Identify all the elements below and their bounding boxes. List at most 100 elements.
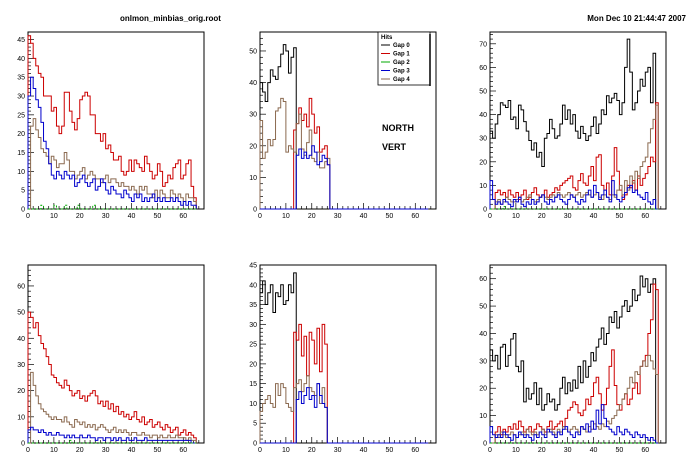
legend-label: Gap 2 — [393, 60, 410, 66]
x-tick-label: 20 — [308, 213, 316, 220]
y-tick-label: 30 — [17, 94, 25, 101]
y-tick-label: 70 — [479, 41, 487, 48]
y-tick-label: 20 — [479, 386, 487, 393]
y-tick-label: 30 — [249, 112, 257, 119]
x-tick-label: 0 — [488, 213, 492, 220]
legend-label: Gap 0 — [393, 43, 410, 49]
y-tick-label: 50 — [249, 48, 257, 55]
y-tick-label: 0 — [483, 207, 487, 214]
y-tick-label: 5 — [21, 188, 25, 195]
series-gap-4 — [490, 354, 659, 444]
series-gap-0 — [489, 275, 659, 444]
x-tick-label: 0 — [258, 447, 262, 454]
x-tick-label: 10 — [512, 447, 520, 454]
series-gap-3 — [27, 76, 197, 209]
histogram-panel-2: 0 10 20 30 40 50 0 10 20 30 40 50 60 — [249, 31, 437, 220]
series-gap-4 — [28, 371, 197, 444]
x-tick-label: 50 — [154, 213, 162, 220]
y-tick-label: 10 — [17, 414, 25, 421]
x-tick-label: 50 — [386, 447, 394, 454]
histogram-panel-5: 0 5 10 15 20 25 30 35 40 45 0 10 20 30 40 50 60 — [249, 263, 437, 454]
x-tick-label: 0 — [26, 447, 30, 454]
y-tick-label: 60 — [479, 276, 487, 283]
series-gap-3 — [489, 404, 659, 444]
x-tick-label: 10 — [282, 447, 290, 454]
y-tick-label: 0 — [21, 207, 25, 214]
x-tick-label: 40 — [128, 447, 136, 454]
y-tick-label: 10 — [17, 169, 25, 176]
y-tick-label: 25 — [17, 112, 25, 119]
y-tick-label: 20 — [479, 159, 487, 166]
series-gap-1 — [490, 102, 659, 210]
y-tick-label: 40 — [17, 336, 25, 343]
series-gap-1 — [490, 283, 659, 444]
x-tick-label: 60 — [411, 213, 419, 220]
annotation-north: NORTH — [382, 123, 414, 133]
annotation-vert: VERT — [382, 142, 407, 152]
x-tick-label: 30 — [334, 213, 342, 220]
x-tick-label: 10 — [512, 213, 520, 220]
y-tick-label: 30 — [249, 322, 257, 329]
x-tick-label: 0 — [488, 447, 492, 454]
y-tick-label: 35 — [17, 75, 25, 82]
series-gap-2 — [490, 206, 659, 210]
y-tick-label: 0 — [483, 441, 487, 448]
x-tick-label: 20 — [538, 213, 546, 220]
y-tick-label: 60 — [17, 283, 25, 290]
y-tick-label: 10 — [479, 413, 487, 420]
y-tick-label: 20 — [249, 143, 257, 150]
x-tick-label: 50 — [386, 213, 394, 220]
y-tick-label: 20 — [17, 131, 25, 138]
y-tick-label: 10 — [249, 401, 257, 408]
series-gap-2 — [28, 439, 197, 444]
legend-box — [377, 31, 431, 86]
y-tick-label: 15 — [17, 150, 25, 157]
y-tick-label: 40 — [249, 80, 257, 87]
y-tick-label: 35 — [249, 302, 257, 309]
x-tick-label: 40 — [590, 447, 598, 454]
x-tick-label: 0 — [26, 213, 30, 220]
x-tick-label: 30 — [102, 447, 110, 454]
series-gap-0 — [489, 38, 659, 210]
histogram-panel-4: 0 10 20 30 40 50 60 0 10 20 30 40 50 60 — [17, 264, 205, 454]
series-gap-1 — [27, 35, 197, 209]
x-tick-label: 0 — [258, 213, 262, 220]
histogram-panel-6: 0 10 20 30 40 50 60 0 10 20 30 40 50 60 — [479, 264, 667, 454]
plot-frame — [489, 264, 667, 444]
x-tick-label: 50 — [616, 213, 624, 220]
y-tick-label: 45 — [249, 263, 257, 270]
x-tick-label: 30 — [564, 447, 572, 454]
y-tick-label: 20 — [249, 361, 257, 368]
series-gap-3 — [489, 180, 659, 210]
y-tick-label: 30 — [479, 136, 487, 143]
y-tick-label: 10 — [479, 183, 487, 190]
x-tick-label: 30 — [102, 213, 110, 220]
x-tick-label: 20 — [76, 447, 84, 454]
series-gap-1 — [27, 311, 197, 443]
y-tick-label: 50 — [479, 89, 487, 96]
y-tick-label: 25 — [249, 342, 257, 349]
x-tick-label: 60 — [411, 447, 419, 454]
y-tick-label: 50 — [17, 310, 25, 317]
x-tick-label: 40 — [360, 213, 368, 220]
x-tick-label: 60 — [179, 213, 187, 220]
x-tick-label: 60 — [641, 213, 649, 220]
timestamp-label: Mon Dec 10 21:44:47 2007 — [587, 14, 686, 23]
legend-title: Hits — [381, 35, 393, 41]
y-tick-label: 0 — [21, 441, 25, 448]
x-tick-label: 40 — [128, 213, 136, 220]
x-tick-label: 20 — [76, 213, 84, 220]
legend-label: Gap 1 — [393, 52, 410, 58]
series-gap-4 — [28, 118, 197, 210]
y-tick-label: 60 — [479, 65, 487, 72]
y-tick-label: 10 — [249, 175, 257, 182]
y-tick-label: 0 — [253, 441, 257, 448]
x-tick-label: 10 — [50, 213, 58, 220]
plot-frame — [27, 264, 205, 444]
y-tick-label: 0 — [253, 207, 257, 214]
y-tick-label: 40 — [479, 331, 487, 338]
plot-frame — [259, 264, 437, 444]
series-gap-3 — [260, 383, 429, 444]
x-tick-label: 60 — [179, 447, 187, 454]
